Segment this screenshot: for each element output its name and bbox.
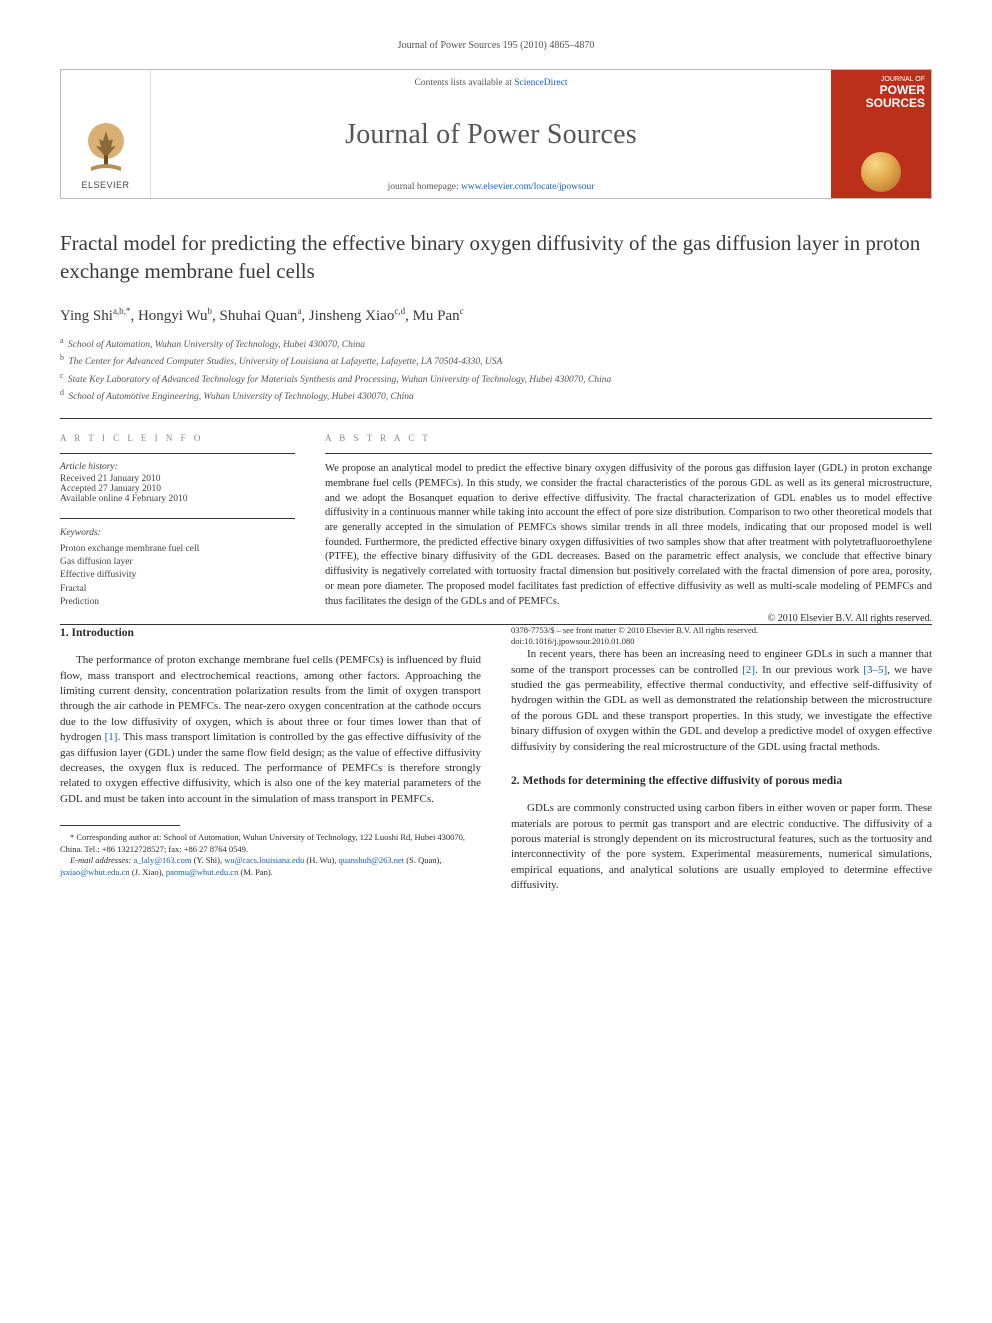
abstract-copyright: © 2010 Elsevier B.V. All rights reserved… — [325, 613, 932, 624]
affiliation-line: a School of Automation, Wuhan University… — [60, 335, 932, 352]
article-info-heading: A R T I C L E I N F O — [60, 433, 295, 443]
running-header: Journal of Power Sources 195 (2010) 4865… — [60, 40, 932, 51]
history-line: Accepted 27 January 2010 — [60, 484, 295, 494]
author-list: Ying Shia,b,*, Hongyi Wub, Shuhai Quana,… — [60, 306, 932, 325]
emails-label: E-mail addresses: — [70, 855, 133, 865]
ref-link-3-5[interactable]: [3–5] — [863, 664, 887, 676]
section-1-para-2: In recent years, there has been an incre… — [511, 647, 932, 755]
journal-name: Journal of Power Sources — [345, 119, 637, 151]
keyword: Proton exchange membrane fuel cell — [60, 543, 295, 556]
email-link[interactable]: panmu@whut.edu.cn — [166, 867, 239, 877]
doi-line: doi:10.1016/j.jpowsour.2010.01.080 — [511, 636, 932, 647]
sciencedirect-link[interactable]: ScienceDirect — [514, 78, 567, 88]
footer-block: 0378-7753/$ – see front matter © 2010 El… — [511, 625, 932, 647]
history-label: Article history: — [60, 462, 295, 472]
contents-prefix: Contents lists available at — [414, 78, 514, 88]
issn-copyright: 0378-7753/$ – see front matter © 2010 El… — [511, 625, 932, 636]
keyword: Gas diffusion layer — [60, 556, 295, 569]
keywords-label: Keywords: — [60, 527, 295, 540]
homepage-link[interactable]: www.elsevier.com/locate/jpowsour — [461, 182, 594, 192]
affiliation-line: b The Center for Advanced Computer Studi… — [60, 352, 932, 369]
section-2-heading: 2. Methods for determining the effective… — [511, 773, 932, 789]
history-line: Available online 4 February 2010 — [60, 494, 295, 504]
footnote-separator — [60, 825, 180, 826]
section-2-para-1: GDLs are commonly constructed using carb… — [511, 801, 932, 893]
elsevier-tree-icon — [81, 121, 131, 176]
cover-title-text: POWER SOURCES — [837, 84, 925, 110]
article-title: Fractal model for predicting the effecti… — [60, 229, 932, 286]
affiliation-line: c State Key Laboratory of Advanced Techn… — [60, 370, 932, 387]
email-link[interactable]: jsxiao@whut.edu.cn — [60, 867, 130, 877]
publisher-label: ELSEVIER — [81, 180, 129, 190]
email-addresses: E-mail addresses: a_laly@163.com (Y. Shi… — [60, 855, 481, 878]
email-link[interactable]: quanshuh@263.net — [339, 855, 405, 865]
ref-link-1[interactable]: [1] — [105, 731, 118, 743]
history-line: Received 21 January 2010 — [60, 474, 295, 484]
banner-middle: Contents lists available at ScienceDirec… — [151, 70, 831, 198]
ref-link-2[interactable]: [2] — [742, 664, 755, 676]
keyword: Effective diffusivity — [60, 569, 295, 582]
body-columns: 1. Introduction The performance of proto… — [60, 625, 932, 899]
keyword: Prediction — [60, 596, 295, 609]
article-info-column: A R T I C L E I N F O Article history: R… — [60, 419, 295, 624]
abstract-column: A B S T R A C T We propose an analytical… — [325, 419, 932, 624]
journal-cover-thumb: JOURNAL OF POWER SOURCES — [831, 70, 931, 198]
homepage-line: journal homepage: www.elsevier.com/locat… — [388, 182, 595, 192]
affiliations: a School of Automation, Wuhan University… — [60, 335, 932, 405]
homepage-prefix: journal homepage: — [388, 182, 461, 192]
abstract-heading: A B S T R A C T — [325, 433, 932, 443]
cover-globe-icon — [861, 152, 901, 192]
section-1-heading: 1. Introduction — [60, 625, 481, 641]
email-link[interactable]: a_laly@163.com — [133, 855, 191, 865]
keyword: Fractal — [60, 583, 295, 596]
corresponding-author-note: * Corresponding author at: School of Aut… — [60, 832, 481, 855]
contents-line: Contents lists available at ScienceDirec… — [414, 78, 567, 88]
affiliation-line: d School of Automotive Engineering, Wuha… — [60, 387, 932, 404]
email-link[interactable]: wu@cacs.louisiana.edu — [224, 855, 304, 865]
publisher-block: ELSEVIER — [61, 70, 151, 198]
abstract-text: We propose an analytical model to predic… — [325, 454, 932, 609]
footnotes: * Corresponding author at: School of Aut… — [60, 832, 481, 878]
section-1-para-1: The performance of proton exchange membr… — [60, 653, 481, 807]
journal-banner: ELSEVIER Contents lists available at Sci… — [60, 69, 932, 199]
